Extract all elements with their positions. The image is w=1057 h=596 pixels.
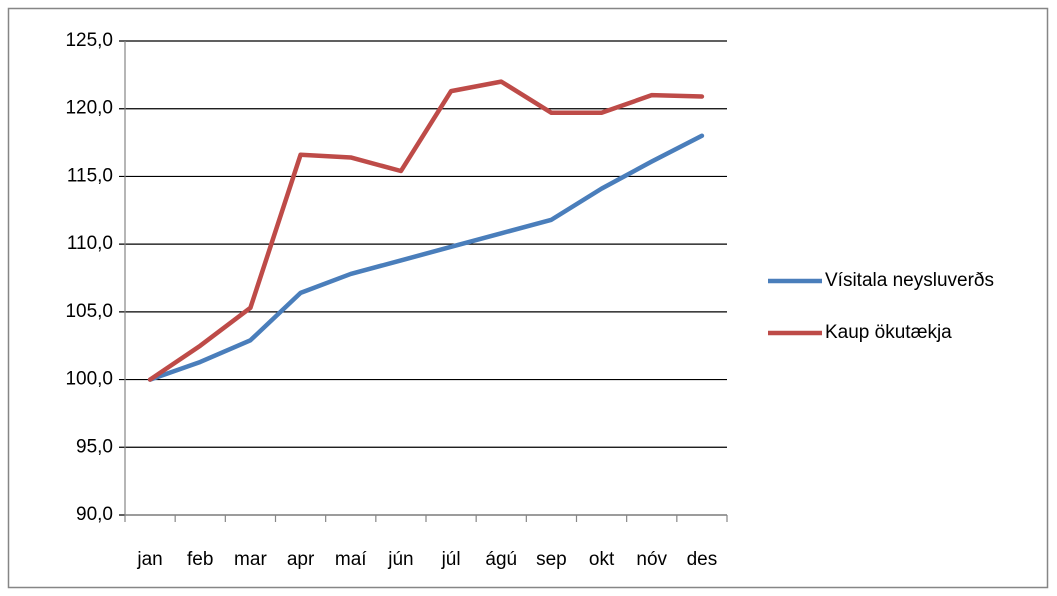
x-tick-label: sep bbox=[536, 549, 567, 570]
x-tick-label: apr bbox=[287, 549, 315, 570]
y-tick-label: 100,0 bbox=[65, 369, 113, 390]
y-tick-label: 105,0 bbox=[65, 301, 113, 322]
y-tick-label: 90,0 bbox=[76, 504, 113, 525]
x-tick-label: mar bbox=[234, 549, 267, 570]
y-tick-label: 95,0 bbox=[76, 436, 113, 457]
series-line bbox=[147, 133, 705, 382]
x-tick-label: ágú bbox=[485, 549, 517, 570]
y-tick-label: 115,0 bbox=[67, 165, 113, 186]
legend-label: Vísitala neysluverðs bbox=[825, 270, 994, 291]
x-tick-label: okt bbox=[589, 549, 615, 570]
y-tick-label: 120,0 bbox=[65, 98, 113, 119]
x-tick-label: jún bbox=[387, 549, 413, 570]
y-tick-label: 110,0 bbox=[67, 233, 113, 254]
x-tick-label: maí bbox=[335, 549, 367, 570]
y-tick-label: 125,0 bbox=[65, 30, 113, 51]
legend-label: Kaup ökutækja bbox=[825, 322, 952, 343]
x-tick-label: des bbox=[687, 549, 718, 570]
chart-border bbox=[7, 7, 1049, 589]
x-tick-label: nóv bbox=[636, 549, 667, 570]
x-tick-label: jan bbox=[136, 549, 162, 570]
series-line bbox=[147, 79, 705, 382]
x-tick-label: feb bbox=[187, 549, 213, 570]
x-tick-label: júl bbox=[441, 549, 461, 570]
